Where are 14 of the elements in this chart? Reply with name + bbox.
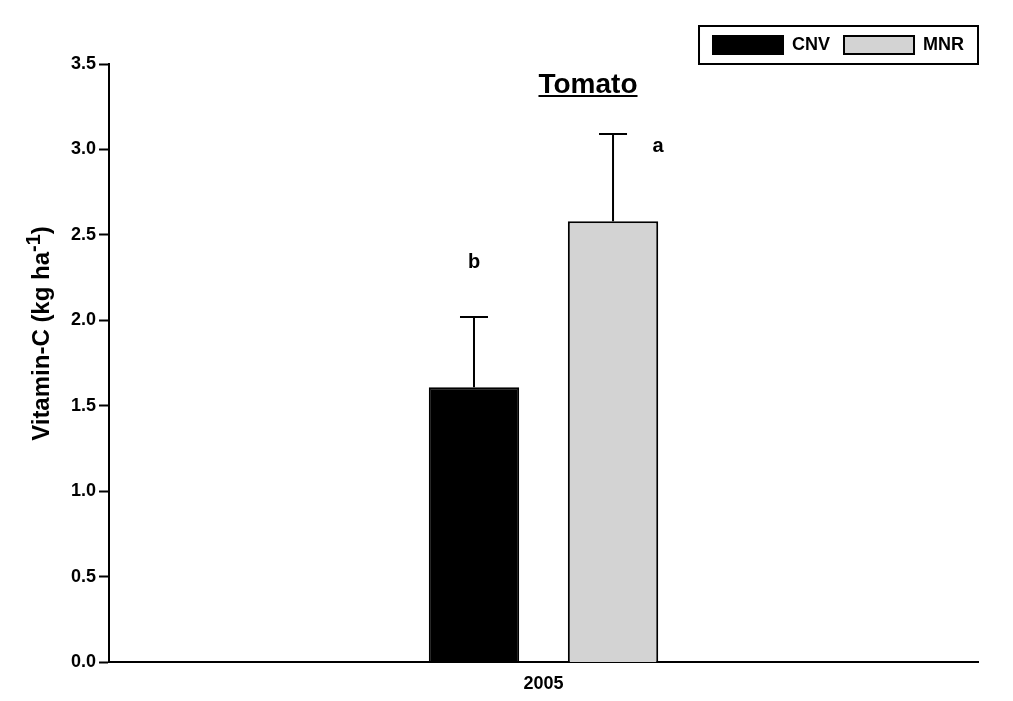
y-tick-label: 2.0	[70, 309, 97, 330]
y-tick-label: 1.5	[70, 394, 97, 415]
chart-title: Tomato	[537, 68, 639, 100]
annotation: a	[652, 133, 665, 156]
y-tick-label: 1.0	[70, 480, 97, 501]
x-tick-label: 2005	[523, 673, 564, 694]
y-tick-label: 3.5	[70, 52, 97, 73]
legend-label: CNV	[792, 33, 831, 54]
y-tick-label: 3.0	[70, 138, 97, 159]
y-tick-label: 2.5	[70, 223, 97, 244]
y-tick-label: 0.0	[70, 651, 97, 672]
y-tick-label: 0.5	[70, 565, 97, 586]
annotation: b	[467, 249, 481, 272]
legend-label: MNR	[923, 33, 965, 54]
